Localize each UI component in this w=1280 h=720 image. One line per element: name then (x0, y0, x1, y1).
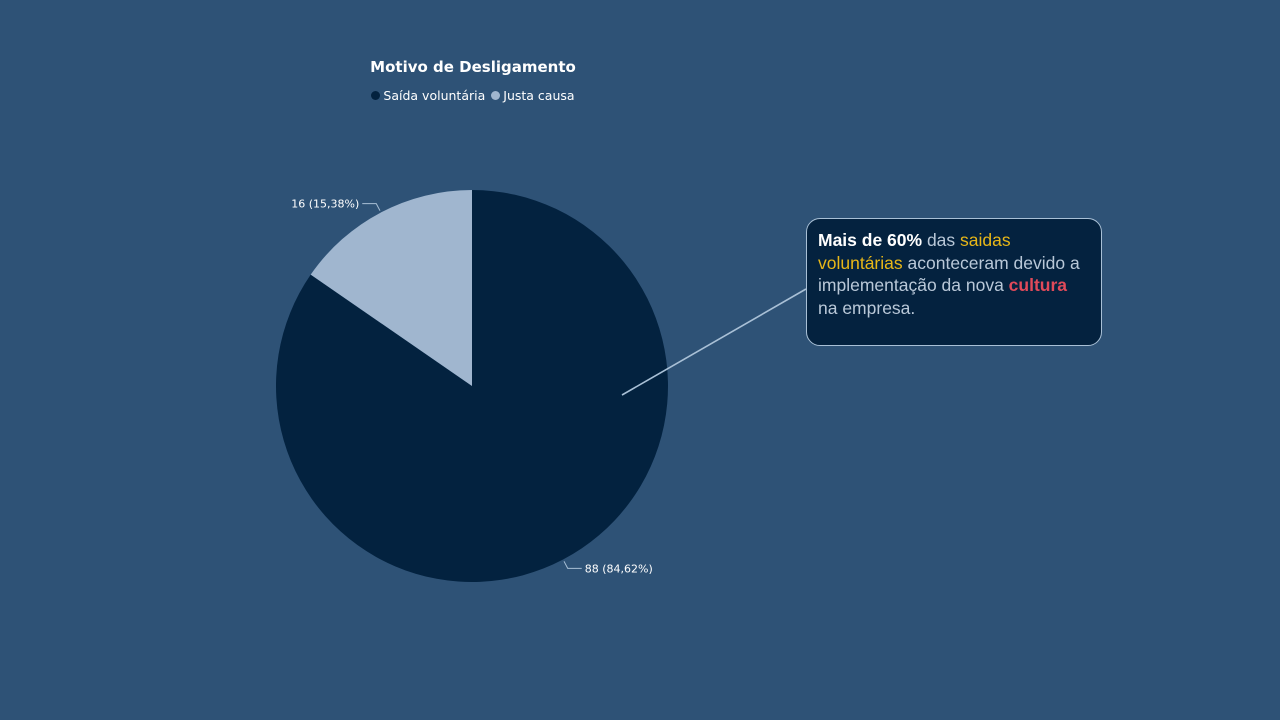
leader-line-0 (563, 561, 582, 569)
data-label-1: 16 (15,38%) (291, 198, 359, 211)
legend-item-saida-voluntaria[interactable]: Saída voluntária (371, 88, 485, 103)
callout-highlight-percentage: Mais de 60% (818, 230, 923, 250)
legend-label-saida-voluntaria: Saída voluntária (383, 88, 486, 103)
legend-label-justa-causa: Justa causa (503, 88, 575, 103)
leader-line-1 (362, 203, 381, 211)
callout-text-2: aconteceram devido a implementação da no… (818, 252, 1080, 296)
pie-slice-1[interactable] (310, 190, 472, 386)
callout-text-1: das (922, 230, 961, 250)
legend-swatch-saida-voluntaria (371, 91, 381, 100)
legend-swatch-justa-causa (491, 91, 501, 100)
callout-text-3: na empresa. (818, 297, 916, 318)
legend-item-justa-causa[interactable]: Justa causa (491, 88, 575, 103)
callout-pointer-line (621, 288, 807, 396)
callout-highlight-saidas: saidas voluntárias (818, 230, 1011, 273)
chart-title: Motivo de Desligamento (370, 58, 576, 76)
callout-highlight-cultura: cultura (1008, 275, 1068, 295)
annotation-callout: Mais de 60% das saidas voluntárias acont… (806, 218, 1102, 346)
chart-legend: Saída voluntária Justa causa (300, 88, 646, 103)
pie-slice-0[interactable] (275, 190, 668, 583)
data-label-0: 88 (84,62%) (585, 562, 653, 575)
